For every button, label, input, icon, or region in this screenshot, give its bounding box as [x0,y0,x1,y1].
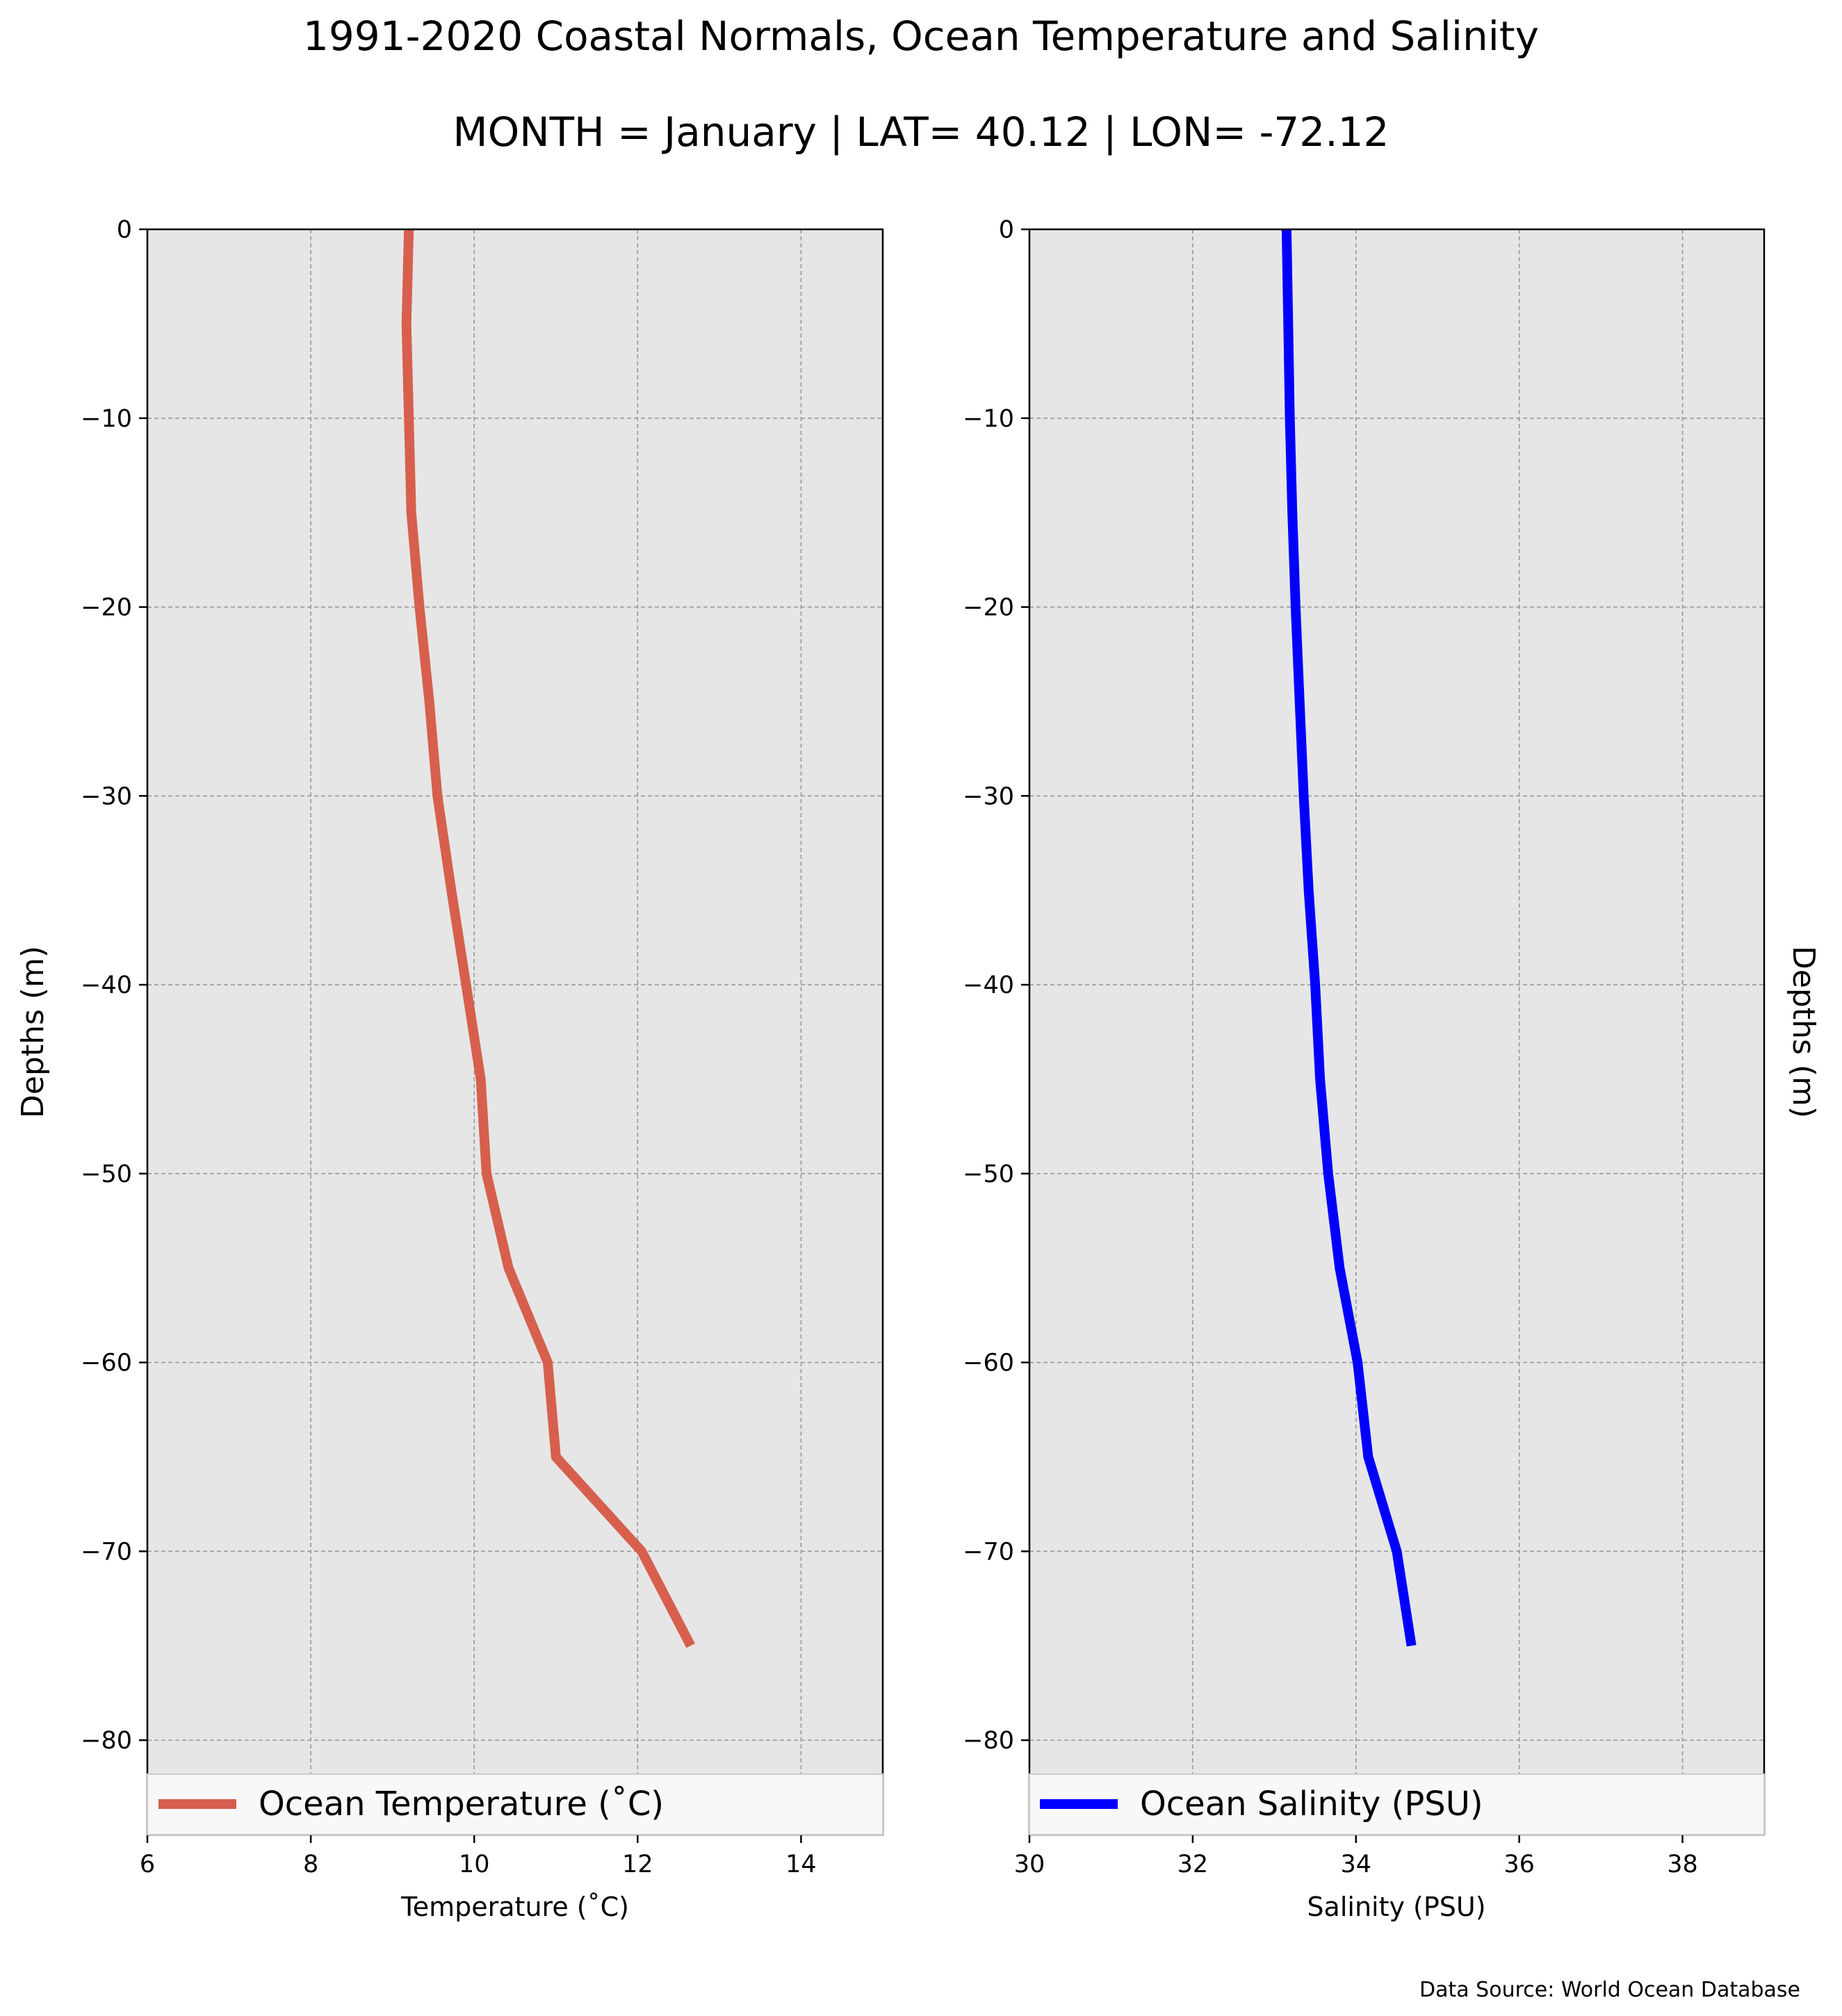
salinity-panel: 30 32 34 36 38 0 −10 −20 −30 −40 −50 −60 −70 −80 Ocea… [963,216,1821,1922]
salinity-x-tick-label: 30 [1014,1851,1045,1878]
salinity-x-tick-label: 36 [1503,1851,1535,1878]
salinity-y-tick-label: −20 [963,594,1014,622]
salinity-legend-label: Ocean Salinity (PSU) [1140,1785,1483,1824]
salinity-y-tick-label: −10 [963,405,1014,433]
temperature-panel: 6 8 10 12 14 0 −10 −20 −30 −40 −50 −60 −70 −80 Ocean … [15,216,884,1922]
salinity-y-tick-label: −60 [963,1350,1014,1377]
salinity-y-tick-label: −50 [963,1161,1014,1188]
salinity-x-tick-label: 38 [1667,1851,1698,1878]
temperature-y-tick-label: 0 [117,216,132,244]
salinity-y-tick-label: −80 [963,1727,1014,1755]
left-y-axis-label: Depths (m) [15,946,51,1118]
salinity-x-tick-label: 34 [1341,1851,1372,1878]
temperature-legend-label: Ocean Temperature (˚C) [259,1785,664,1824]
salinity-legend-box [1029,1773,1765,1835]
temperature-y-tick-label: −80 [81,1727,132,1755]
salinity-plot-area [1029,229,1764,1835]
temperature-plot-area [147,229,883,1835]
temperature-x-tick-label: 12 [622,1851,653,1878]
salinity-ticks: 30 32 34 36 38 0 −10 −20 −30 −40 −50 −60 −70 −80 [963,216,1698,1878]
temperature-y-tick-label: −50 [81,1161,132,1188]
temperature-x-tick-label: 14 [785,1851,817,1878]
temperature-ticks: 6 8 10 12 14 0 −10 −20 −30 −40 −50 −60 −70 −80 [81,216,817,1878]
data-source-note: Data Source: World Ocean Database [1419,1978,1800,2002]
temperature-legend[interactable]: Ocean Temperature (˚C) [147,1773,883,1835]
chart-subtitle: MONTH = January | LAT= 40.12 | LON= -72.… [453,108,1389,156]
temperature-x-tick-label: 6 [140,1851,155,1878]
temperature-y-tick-label: −30 [81,782,132,810]
salinity-y-tick-label: −70 [963,1538,1014,1566]
temperature-x-axis-label: Temperature (˚C) [400,1892,629,1922]
salinity-line [1281,229,1417,1647]
chart-title: 1991-2020 Coastal Normals, Ocean Tempera… [303,13,1539,60]
temperature-y-tick-label: −20 [81,594,132,622]
temperature-x-tick-label: 10 [459,1851,490,1878]
salinity-y-tick-label: 0 [999,216,1014,244]
temperature-y-tick-label: −60 [81,1350,132,1377]
salinity-x-axis-label: Salinity (PSU) [1307,1892,1485,1922]
salinity-legend[interactable]: Ocean Salinity (PSU) [1029,1773,1765,1835]
right-y-axis-label: Depths (m) [1786,946,1821,1118]
temperature-y-tick-label: −10 [81,405,132,433]
temperature-line [401,229,695,1648]
salinity-y-tick-label: −30 [963,782,1014,810]
salinity-x-tick-label: 32 [1177,1851,1209,1878]
temperature-y-tick-label: −70 [81,1538,132,1566]
salinity-y-tick-label: −40 [963,972,1014,999]
temperature-x-tick-label: 8 [303,1851,318,1878]
temperature-legend-box [147,1773,883,1835]
temperature-y-tick-label: −40 [81,972,132,999]
